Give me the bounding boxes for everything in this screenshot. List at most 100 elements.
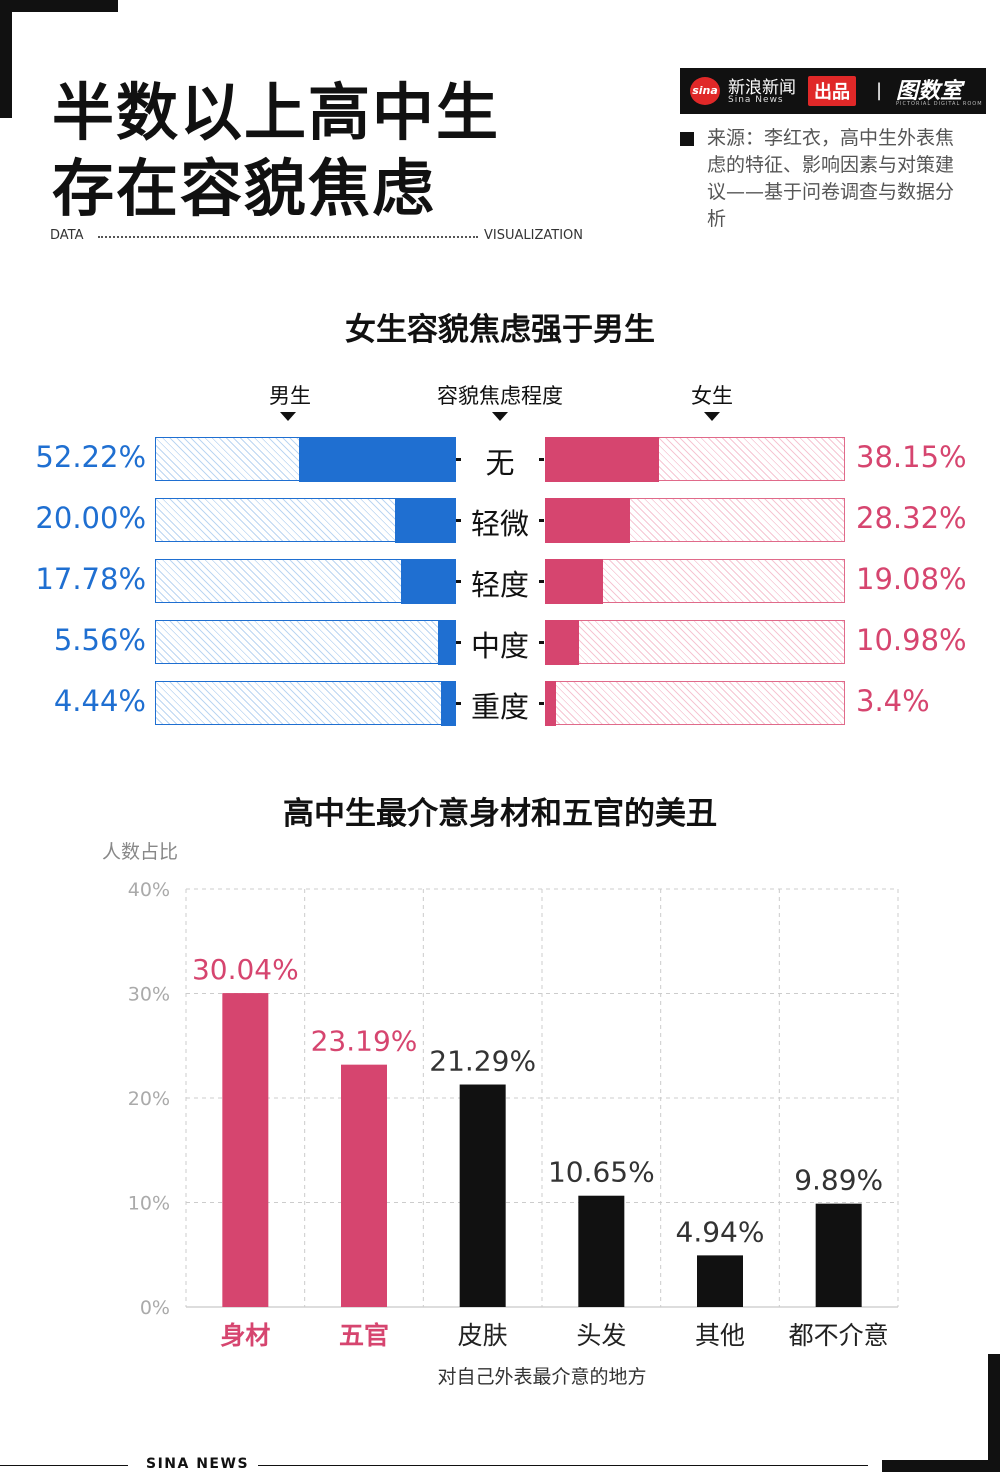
level-tick-left [456,702,461,705]
footer-line-left [0,1465,128,1466]
female-bar [544,680,557,726]
concern-bar-chart: 人数占比 0% 10% 20% 30% 40% 30.04% 身材 23.19% 五官 21.2… [102,841,899,1388]
concern-bar [341,1064,387,1307]
y-tick-label: 0% [140,1297,170,1319]
concern-category-label: 头发 [576,1321,626,1350]
level-tick-right [539,641,544,644]
level-category-label: 中度 [470,629,529,663]
concern-chart-title: 高中生最介意身材和五官的美丑 [283,796,717,832]
dotted-divider [98,236,478,238]
concern-category-label: 皮肤 [458,1321,508,1350]
male-value-label: 52.22% [35,440,146,474]
female-bar-track [544,436,845,482]
pictorial-room-subtitle: PICTORIAL DIGITAL ROOM [896,101,983,107]
concern-category-label: 其他 [695,1321,745,1350]
frame-corner-top-left [0,0,118,12]
source-square-icon [680,132,694,146]
concern-bar [222,993,269,1307]
brand-bar: sina 新浪新闻 Sina News 出品 | 图数室 PICTORIAL D… [680,68,986,114]
level-tick-right [539,519,544,522]
data-label: DATA [50,228,84,243]
male-arrow-icon [280,412,296,421]
x-axis-label: 对自己外表最介意的地方 [437,1366,646,1388]
concern-category-label: 五官 [339,1321,389,1350]
male-bar-track [155,436,456,482]
male-header: 男生 [269,384,311,408]
level-tick-right [539,702,544,705]
level-tick-right [539,458,544,461]
concern-bar [578,1195,625,1307]
frame-corner-top-left-vertical [0,0,12,118]
male-bar [437,619,456,665]
concern-value-label: 4.94% [676,1215,765,1248]
concern-category-label: 都不介意 [789,1321,889,1350]
female-value-label: 28.32% [856,501,967,535]
brand-name: 新浪新闻 [728,78,796,98]
level-category-label: 轻度 [470,568,529,602]
level-header: 容貌焦虑程度 [437,384,563,408]
male-value-label: 17.78% [35,562,146,596]
concern-value-label: 21.29% [429,1045,536,1078]
frame-corner-bottom-right-vertical [988,1354,1000,1472]
female-bar-track [544,497,845,543]
female-header: 女生 [691,384,733,408]
female-bar [544,436,660,482]
brand-subtitle: Sina News [728,95,784,105]
y-tick-label: 30% [128,984,170,1006]
level-category-label: 重度 [470,690,529,724]
concern-value-label: 30.04% [192,953,299,986]
y-axis-label: 人数占比 [102,841,178,863]
sina-logo-icon: sina [690,77,720,105]
level-category-label: 轻微 [470,507,529,541]
male-bar [401,558,456,604]
female-bar [544,558,603,604]
female-value-label: 3.4% [856,684,930,718]
page-title-line-1: 半数以上高中生 [52,76,501,149]
male-value-label: 20.00% [35,501,146,535]
male-bar [394,497,456,543]
male-bar-track [155,680,456,726]
y-tick-label: 40% [128,879,170,901]
concern-bar [697,1255,743,1307]
female-bar [544,619,579,665]
level-tick-left [456,641,461,644]
concern-category-label: 身材 [220,1321,270,1350]
concern-value-label: 10.65% [548,1156,655,1189]
gender-chart-title: 女生容貌焦虑强于男生 [345,312,655,348]
male-bar [440,680,456,726]
level-tick-left [456,458,461,461]
brand-separator: | [876,80,883,101]
female-bar-track [544,558,845,604]
footer-line-right [258,1465,868,1466]
male-bar-track [155,619,456,665]
y-tick-label: 20% [128,1088,170,1110]
female-arrow-icon [704,412,720,421]
footer-brand: SINA NEWS [146,1456,250,1472]
level-tick-right [539,580,544,583]
female-bar-track [544,680,845,726]
bar-layer: 30.04% 身材 23.19% 五官 21.29% 皮肤 10.65% 头发 4.94% 其他 9… [192,953,889,1350]
male-value-label: 5.56% [53,623,146,657]
level-category-label: 无 [485,446,515,480]
male-bar-track [155,497,456,543]
female-value-label: 19.08% [856,562,967,596]
female-value-label: 10.98% [856,623,967,657]
frame-corner-bottom-right [882,1460,1000,1472]
page-title-line-2: 存在容貌焦虑 [52,152,437,225]
source-note: 来源：李红衣，高中生外表焦虑的特征、影响因素与对策建议——基于问卷调查与数据分析 [707,127,955,230]
concern-bar [815,1203,862,1307]
female-value-label: 38.15% [856,440,967,474]
female-bar [544,497,631,543]
concern-value-label: 23.19% [311,1025,418,1058]
concern-value-label: 9.89% [794,1164,883,1197]
male-value-label: 4.44% [53,684,146,718]
pictorial-room-logo: 图数室 [896,79,963,104]
male-bar [298,436,456,482]
visualization-label: VISUALIZATION [484,228,583,243]
concern-bar [459,1084,506,1307]
grid-layer: 0% 10% 20% 30% 40% [128,879,899,1319]
level-tick-left [456,580,461,583]
y-tick-label: 10% [128,1193,170,1215]
brand-badge: 出品 [808,76,856,106]
female-bar-track [544,619,845,665]
